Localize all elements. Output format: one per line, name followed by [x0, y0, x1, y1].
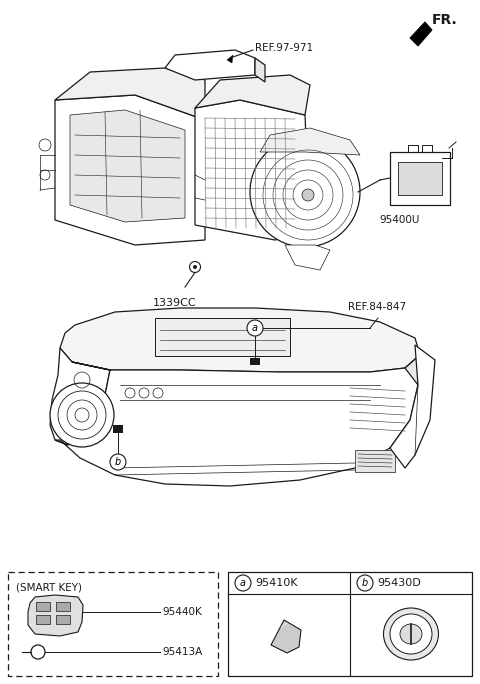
Circle shape — [31, 645, 45, 659]
Text: 95413A: 95413A — [162, 647, 202, 657]
Text: 95410K: 95410K — [255, 578, 298, 588]
Text: a: a — [252, 323, 258, 333]
Bar — [228, 572, 472, 676]
Text: FR.: FR. — [432, 13, 458, 27]
Polygon shape — [60, 308, 420, 372]
Polygon shape — [50, 348, 110, 445]
Circle shape — [110, 454, 126, 470]
Text: REF.97-971: REF.97-971 — [255, 43, 313, 53]
Polygon shape — [70, 110, 185, 222]
Circle shape — [190, 261, 201, 272]
Circle shape — [357, 575, 373, 591]
Text: 95430D: 95430D — [377, 578, 421, 588]
Polygon shape — [390, 345, 435, 468]
Polygon shape — [285, 245, 330, 270]
Bar — [355, 450, 395, 472]
Polygon shape — [227, 55, 233, 63]
Text: REF.84-847: REF.84-847 — [348, 302, 406, 312]
Ellipse shape — [400, 624, 422, 644]
Circle shape — [247, 320, 263, 336]
Polygon shape — [55, 95, 205, 245]
Polygon shape — [195, 75, 310, 115]
Text: (SMART KEY): (SMART KEY) — [16, 582, 82, 592]
Text: b: b — [115, 457, 121, 467]
Bar — [36, 615, 50, 624]
Polygon shape — [271, 620, 301, 653]
Bar — [155, 318, 290, 356]
Polygon shape — [28, 595, 83, 636]
Circle shape — [235, 575, 251, 591]
Polygon shape — [390, 152, 450, 205]
Polygon shape — [260, 128, 360, 155]
Ellipse shape — [390, 614, 432, 654]
Polygon shape — [398, 162, 442, 195]
Polygon shape — [195, 100, 310, 240]
Text: 95400U: 95400U — [380, 215, 420, 225]
Polygon shape — [165, 50, 255, 80]
Text: b: b — [362, 578, 368, 588]
Bar — [56, 602, 70, 611]
Polygon shape — [55, 355, 420, 486]
Polygon shape — [410, 22, 432, 46]
Bar — [56, 615, 70, 624]
Polygon shape — [255, 58, 265, 82]
Polygon shape — [55, 68, 205, 120]
Text: 1339CC: 1339CC — [153, 298, 197, 308]
Bar — [8, 572, 218, 676]
Text: 95440K: 95440K — [162, 607, 202, 617]
Circle shape — [50, 383, 114, 447]
Circle shape — [302, 189, 314, 201]
Circle shape — [250, 137, 360, 247]
Bar — [36, 602, 50, 611]
Polygon shape — [405, 355, 420, 385]
Bar — [113, 425, 123, 433]
Circle shape — [193, 265, 197, 269]
Ellipse shape — [384, 608, 439, 660]
Bar — [250, 358, 260, 365]
Text: a: a — [240, 578, 246, 588]
